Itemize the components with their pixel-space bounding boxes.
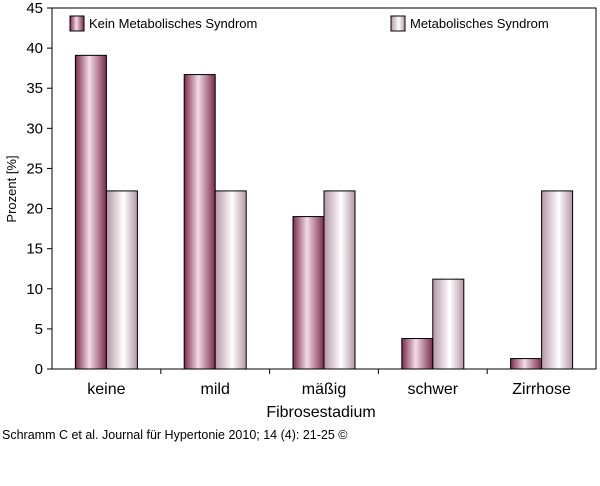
plot-area: 0 5 10 15 20 25 30 35 40 45 keine mild mäßig schwer Zi… (26, 0, 597, 398)
y-tick-label: 30 (26, 120, 43, 137)
y-tick-label: 35 (26, 80, 43, 97)
legend: Kein Metabolisches Syndrom Metabolisches … (69, 15, 549, 32)
legend-label: Kein Metabolisches Syndrom (89, 16, 257, 31)
bar-series-2 (541, 190, 574, 370)
x-axis-title: Fibrosestadium (266, 404, 375, 421)
y-axis-title: Prozent [%] (4, 155, 19, 222)
y-tick-label: 5 (35, 321, 43, 338)
legend-swatch (69, 15, 85, 32)
y-tick-label: 45 (26, 0, 43, 17)
bar-series-1 (74, 54, 107, 370)
bar-series-1 (401, 338, 434, 370)
bar-series-2 (105, 190, 138, 370)
y-tick-label: 20 (26, 201, 43, 218)
bar-series-2 (323, 190, 356, 370)
legend-label: Metabolisches Syndrom (410, 16, 549, 31)
x-tick-label: Zirrhose (512, 381, 571, 398)
x-tick-label: mäßig (302, 381, 346, 398)
bar-chart: 0 5 10 15 20 25 30 35 40 45 keine mild mäßig schwer Zi… (4, 0, 597, 421)
x-tick-label: schwer (407, 381, 458, 398)
bar-series-2 (214, 190, 247, 370)
bar-series-1 (183, 74, 216, 370)
y-tick-label: 40 (26, 40, 43, 57)
bar-series-1 (510, 358, 543, 370)
y-tick-label: 10 (26, 281, 43, 298)
y-tick-label: 0 (35, 361, 43, 378)
y-tick-label: 15 (26, 241, 43, 258)
x-tick-label: mild (201, 381, 230, 398)
bar-series-2 (432, 278, 465, 370)
x-tick-label: keine (87, 381, 125, 398)
bar-series-1 (292, 216, 325, 370)
y-tick-label: 25 (26, 160, 43, 177)
citation-text: Schramm C et al. Journal für Hypertonie … (2, 428, 348, 442)
legend-swatch (390, 15, 406, 32)
